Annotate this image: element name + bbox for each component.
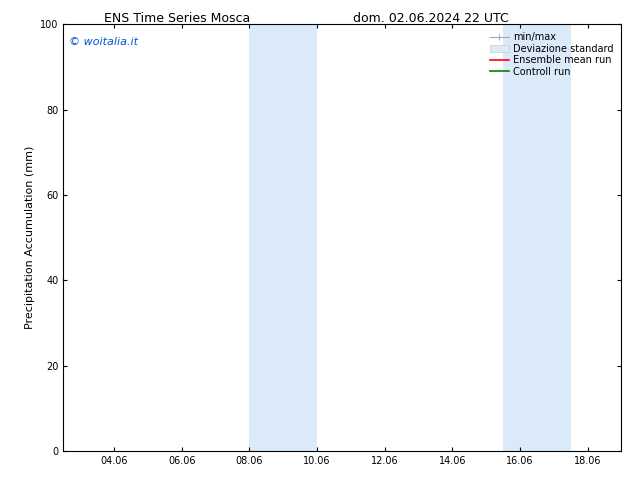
Text: © woitalia.it: © woitalia.it xyxy=(69,37,138,48)
Bar xyxy=(249,24,317,451)
Y-axis label: Precipitation Accumulation (mm): Precipitation Accumulation (mm) xyxy=(25,146,35,329)
Bar xyxy=(503,24,571,451)
Text: ENS Time Series Mosca: ENS Time Series Mosca xyxy=(105,12,250,25)
Text: dom. 02.06.2024 22 UTC: dom. 02.06.2024 22 UTC xyxy=(353,12,509,25)
Legend: min/max, Deviazione standard, Ensemble mean run, Controll run: min/max, Deviazione standard, Ensemble m… xyxy=(487,29,616,79)
